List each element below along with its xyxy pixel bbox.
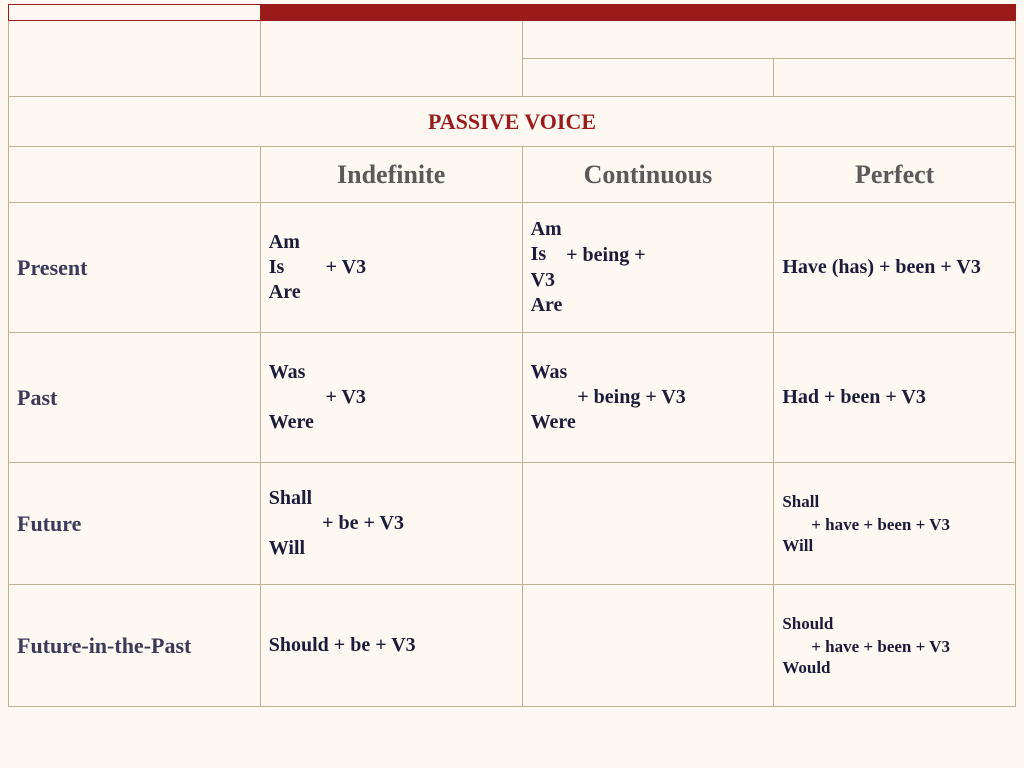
row-past: Past Was Was+ V3 Were Was Was+ being + V… xyxy=(9,333,1016,463)
header-continuous: Continuous xyxy=(522,147,774,203)
row-label-past: Past xyxy=(9,333,261,463)
row-future-in-past: Future-in-the-Past Should + be + V3 Shou… xyxy=(9,585,1016,707)
cell-past-cont: Was Was+ being + V3 Were xyxy=(522,333,774,463)
cell-present-cont: Am Is+ being + V3 Are xyxy=(522,203,774,333)
cell-present-indef: Am Is Are + V3 xyxy=(260,203,522,333)
row-label-fip: Future-in-the-Past xyxy=(9,585,261,707)
cell-present-perf: Have (has) + been + V3 xyxy=(774,203,1016,333)
cell-future-perf: Shall Sh+ have + been + V3 Will xyxy=(774,463,1016,585)
header-indefinite: Indefinite xyxy=(260,147,522,203)
cell-future-cont xyxy=(522,463,774,585)
row-label-future: Future xyxy=(9,463,261,585)
header-perfect: Perfect xyxy=(774,147,1016,203)
top-accent-bar xyxy=(9,5,1016,21)
row-future: Future Shall Shall+ be + V3 Will Shall S… xyxy=(9,463,1016,585)
blank-row-1 xyxy=(9,21,1016,59)
cell-fip-cont xyxy=(522,585,774,707)
row-present: Present Am Is Are + V3 Am Is+ being + V3… xyxy=(9,203,1016,333)
cell-fip-indef: Should + be + V3 xyxy=(260,585,522,707)
cell-past-indef: Was Was+ V3 Were xyxy=(260,333,522,463)
section-title: PASSIVE VOICE xyxy=(9,97,1016,147)
cell-fip-perf: Should Sh+ have + been + V3 Would xyxy=(774,585,1016,707)
section-title-row: PASSIVE VOICE xyxy=(9,97,1016,147)
cell-future-indef: Shall Shall+ be + V3 Will xyxy=(260,463,522,585)
column-headers: Indefinite Continuous Perfect xyxy=(9,147,1016,203)
cell-past-perf: Had + been + V3 xyxy=(774,333,1016,463)
passive-voice-table: PASSIVE VOICE Indefinite Continuous Perf… xyxy=(8,4,1016,707)
row-label-present: Present xyxy=(9,203,261,333)
